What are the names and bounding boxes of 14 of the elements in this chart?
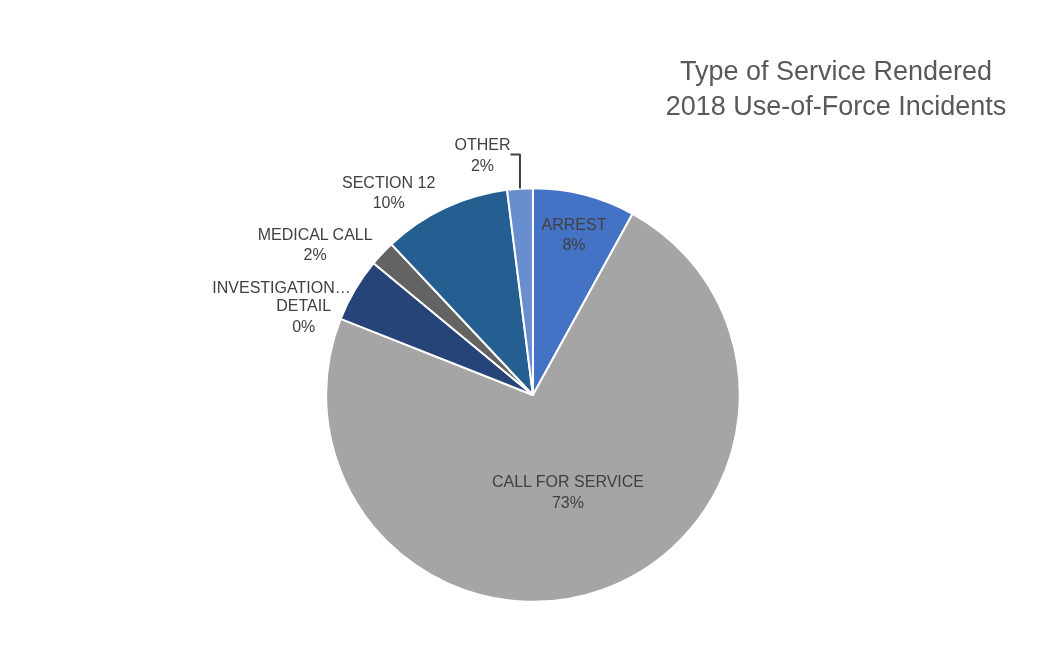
slice-label: ARREST — [541, 215, 607, 233]
text: Type of Service Rendered 2018 Use-of-Force Incidents — [665, 55, 1007, 121]
text: 0% — [292, 318, 316, 336]
slice-label: MEDICAL CALL — [257, 225, 373, 243]
data-label: 2% — [470, 156, 495, 174]
data-label: 10% — [372, 194, 405, 212]
slice-label: SECTION 12 — [341, 173, 436, 191]
data-label: 2% — [303, 246, 327, 264]
slice-label: OTHER — [454, 135, 511, 153]
data-label: 8% — [562, 236, 586, 254]
slice-label: INVESTIGATION… — [212, 279, 351, 297]
slice-label: CALL FOR SERVICE — [491, 473, 644, 491]
category-label: DETAIL — [276, 297, 332, 315]
data-label: 73% — [551, 494, 584, 512]
